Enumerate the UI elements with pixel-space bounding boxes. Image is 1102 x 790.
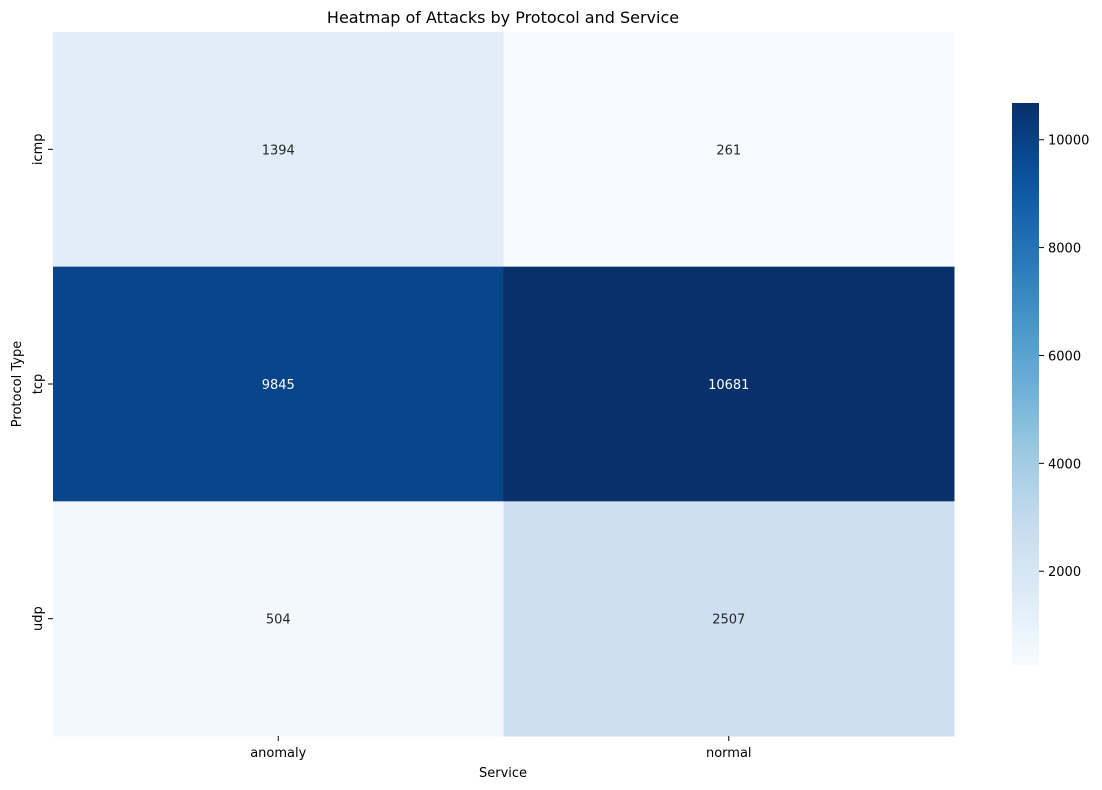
colorbar: 2000 4000 6000 8000 10000 <box>1012 103 1089 665</box>
colorbar-tick-label: 6000 <box>1048 349 1081 364</box>
colorbar-tick-label: 2000 <box>1048 565 1081 580</box>
colorbar-tick-label: 8000 <box>1048 242 1081 257</box>
chart-title: Heatmap of Attacks by Protocol and Servi… <box>327 8 679 27</box>
heatmap-cell-udp-anomaly <box>53 501 504 737</box>
x-axis-label: Service <box>479 766 527 781</box>
cell-label-icmp-normal: 261 <box>716 143 741 158</box>
x-tick-label-anomaly: anomaly <box>250 746 306 761</box>
y-tick-label-udp: udp <box>31 606 46 631</box>
heatmap-cell-icmp-normal <box>503 32 955 268</box>
colorbar-tick-label: 10000 <box>1048 134 1089 149</box>
cell-label-tcp-anomaly: 9845 <box>262 378 295 393</box>
y-axis-label: Protocol Type <box>10 341 25 427</box>
y-axis: icmp tcp udp <box>31 133 53 631</box>
x-tick-label-normal: normal <box>706 746 752 761</box>
colorbar-tick-label: 4000 <box>1048 457 1081 472</box>
cell-label-icmp-anomaly: 1394 <box>262 143 295 158</box>
colorbar-gradient <box>1012 103 1039 665</box>
heatmap-cell-udp-normal <box>503 501 955 737</box>
heatmap-cell-tcp-normal <box>503 266 955 502</box>
cell-annotations: 1394 261 9845 10681 504 2507 <box>262 143 750 627</box>
heatmap-cells <box>53 32 955 737</box>
heatmap-cell-icmp-anomaly <box>53 32 504 268</box>
cell-label-udp-normal: 2507 <box>712 613 745 628</box>
x-axis: anomaly normal <box>250 736 752 761</box>
heatmap-cell-tcp-anomaly <box>53 266 504 502</box>
cell-label-udp-anomaly: 504 <box>266 613 291 628</box>
cell-label-tcp-normal: 10681 <box>708 378 749 393</box>
y-tick-label-tcp: tcp <box>31 374 46 395</box>
y-tick-label-icmp: icmp <box>31 133 46 165</box>
